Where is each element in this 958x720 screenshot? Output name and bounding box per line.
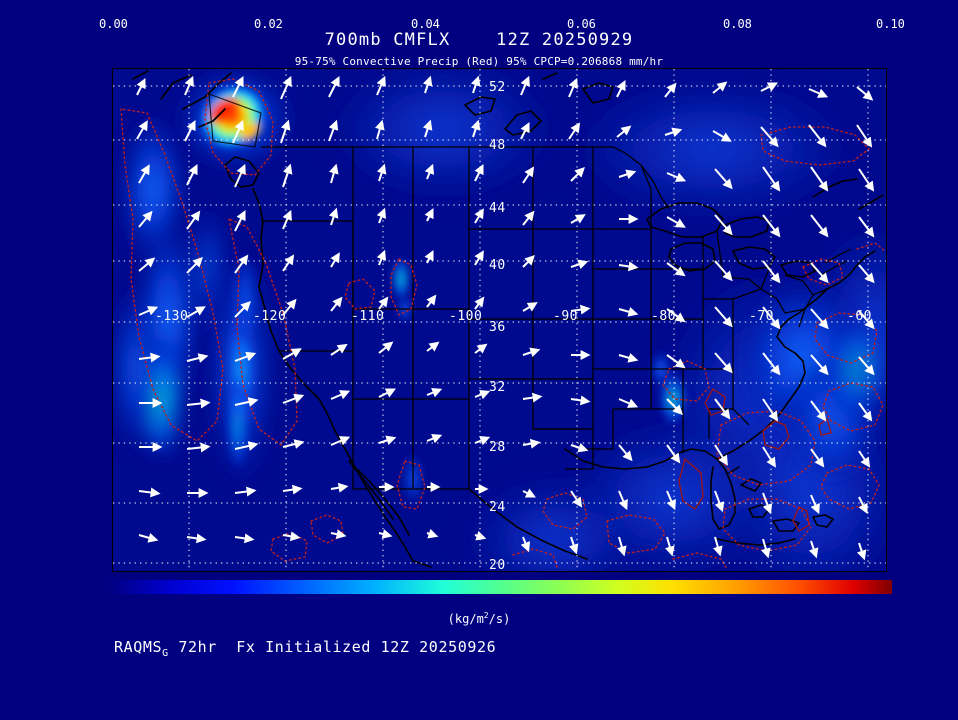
colorbar-tick-3: 0.06 <box>567 17 596 31</box>
units-tail: /s) <box>488 612 511 626</box>
colorbar-gradient <box>107 580 892 594</box>
page-subtitle: 95-75% Convective Precip (Red) 95% CPCP=… <box>294 55 664 68</box>
page-title: 700mb CMFLX 12Z 20250929 <box>324 30 634 50</box>
map-plot-area[interactable] <box>112 68 887 572</box>
colorbar-tick-1: 0.02 <box>254 17 283 31</box>
colorbar-tick-2: 0.04 <box>411 17 440 31</box>
state-borders-layer <box>261 146 852 490</box>
colorbar-tick-4: 0.08 <box>723 17 752 31</box>
convective-precip-75-contour <box>120 78 886 570</box>
colorbar-units-label: (kg/m2/s) <box>0 611 958 626</box>
convective-precip-95-contour <box>678 388 832 532</box>
wind-vector-field <box>136 75 875 561</box>
caption-rest: 72hr Fx Initialized 12Z 20250926 <box>168 638 497 656</box>
model-subscript: G <box>162 648 169 659</box>
units-head: (kg/m <box>447 612 484 626</box>
model-name: RAQMS <box>114 638 163 656</box>
colorbar-tick-0: 0.00 <box>99 17 128 31</box>
precip-max-pnw <box>180 71 290 167</box>
colorbar-tick-5: 0.10 <box>876 17 905 31</box>
colorbar[interactable] <box>107 580 892 594</box>
model-run-caption: RAQMSG 72hr Fx Initialized 12Z 20250926 <box>114 638 496 659</box>
map-canvas <box>113 69 886 571</box>
coastlines-layer <box>132 70 884 568</box>
units-exponent: 2 <box>483 611 489 620</box>
